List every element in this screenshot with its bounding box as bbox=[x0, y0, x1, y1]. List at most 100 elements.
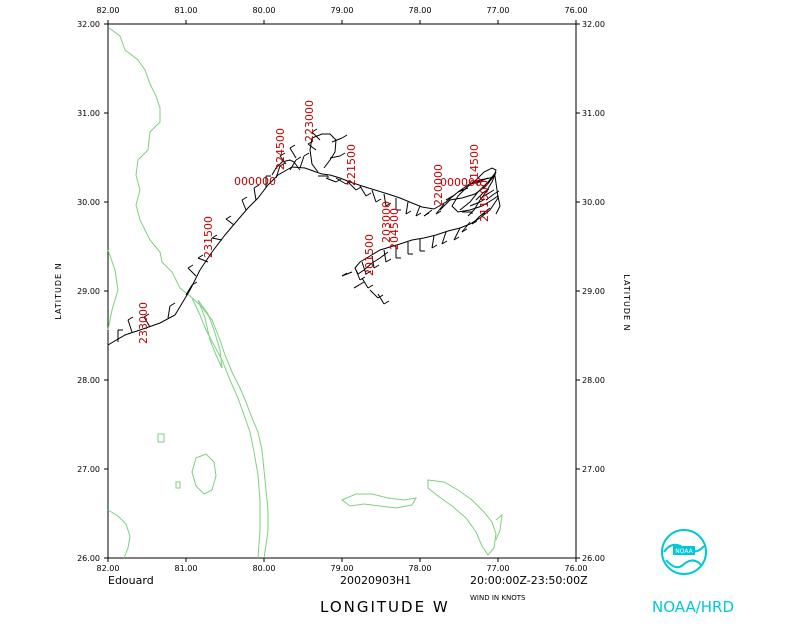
map-frame bbox=[107, 23, 577, 559]
wind-barb-flag bbox=[353, 284, 360, 289]
florida-coast bbox=[108, 27, 269, 559]
left-lat-label: 26.00 bbox=[77, 554, 100, 563]
top-lon-label: 79.00 bbox=[331, 6, 354, 15]
time-label: 203000 bbox=[380, 201, 393, 243]
wind-barb-staff bbox=[475, 191, 485, 201]
right-lat-label: 28.00 bbox=[582, 376, 605, 385]
wind-barb-staff bbox=[127, 319, 133, 333]
wind-barb-flag bbox=[365, 270, 372, 275]
bottom-lon-label: 76.00 bbox=[565, 564, 588, 573]
left-lat-label: 31.00 bbox=[77, 109, 100, 118]
wind-barb-flag bbox=[423, 212, 430, 217]
wind-barb-staff bbox=[361, 277, 369, 289]
wind-barb-staff bbox=[359, 185, 367, 197]
time-label: 211500 bbox=[478, 180, 491, 222]
wind-barb-flag bbox=[441, 240, 448, 245]
florida-inner-coast bbox=[191, 297, 261, 559]
storm-name: Edouard bbox=[108, 574, 154, 587]
right-lat-label: 26.00 bbox=[582, 554, 605, 563]
wind-barb-staff bbox=[485, 193, 495, 201]
wind-barb-staff bbox=[371, 189, 377, 203]
wind-barb-flag bbox=[335, 178, 342, 183]
southwest-coast bbox=[107, 509, 131, 559]
right-lat-label: 29.00 bbox=[582, 287, 605, 296]
wind-barb-flag bbox=[279, 162, 286, 167]
wind-barb-flag bbox=[295, 156, 302, 161]
left-lat-label: 27.00 bbox=[77, 465, 100, 474]
top-lon-label: 77.00 bbox=[487, 6, 510, 15]
wind-barb-staff bbox=[361, 261, 367, 275]
bottom-lon-label: 82.00 bbox=[97, 564, 120, 573]
top-lon-label: 76.00 bbox=[565, 6, 588, 15]
wind-barb-staff bbox=[299, 155, 305, 169]
wind-barb-staff bbox=[461, 221, 471, 233]
wind-barb-flag bbox=[385, 202, 392, 207]
top-lon-label: 82.00 bbox=[97, 6, 120, 15]
noaa-logo-ring bbox=[661, 529, 707, 575]
wind-barb-flag bbox=[339, 152, 346, 157]
noaa-logo-wave-2 bbox=[665, 559, 703, 569]
wind-barb-staff bbox=[307, 143, 317, 151]
top-lon-label: 81.00 bbox=[175, 6, 198, 15]
wind-barb-staff bbox=[405, 201, 409, 215]
wind-barb-flag bbox=[483, 192, 490, 197]
wind-barb-flag bbox=[311, 128, 318, 133]
wind-barb-flag bbox=[307, 140, 314, 145]
left-lat-label: 29.00 bbox=[77, 287, 100, 296]
wind-barb-flag bbox=[461, 228, 468, 233]
time-label: 223000 bbox=[303, 100, 316, 142]
wind-barb-staff bbox=[335, 177, 347, 185]
track-line bbox=[107, 166, 499, 376]
wind-barb-staff bbox=[369, 289, 379, 299]
time-label: 220000 bbox=[432, 164, 445, 206]
x-axis-title: LONGITUDE W bbox=[320, 598, 450, 616]
noaa-logo-badge-text: NOAA bbox=[675, 548, 693, 555]
left-lat-label: 32.00 bbox=[77, 20, 100, 29]
wind-barb-flag bbox=[169, 302, 176, 307]
time-labels: 233000 231500 000000 224500 223000 22150… bbox=[137, 100, 491, 344]
flight-track bbox=[107, 133, 501, 376]
wind-barb-flag bbox=[483, 188, 490, 193]
left-lat-label: 30.00 bbox=[77, 198, 100, 207]
wind-barb-flag bbox=[405, 210, 412, 215]
wind-barb-flag bbox=[383, 300, 390, 305]
bottom-lon-label: 81.00 bbox=[175, 564, 198, 573]
abaco-east bbox=[495, 513, 503, 541]
wind-barb-staff bbox=[197, 257, 209, 263]
wind-barb-flag bbox=[377, 294, 384, 299]
time-label: 000000 bbox=[440, 176, 482, 189]
wind-barb-staff bbox=[415, 205, 421, 217]
coastline bbox=[107, 27, 503, 559]
wind-barb-flag bbox=[191, 281, 198, 286]
time-label: 204500 bbox=[388, 208, 401, 250]
wind-barb-flag bbox=[365, 192, 372, 197]
time-label: 221500 bbox=[345, 144, 358, 186]
wind-barb-flag bbox=[373, 264, 380, 269]
wind-barb-flag bbox=[457, 188, 464, 193]
wind-barb-staff bbox=[383, 249, 387, 263]
wind-barb-staff bbox=[377, 293, 385, 305]
top-lon-label: 78.00 bbox=[409, 6, 432, 15]
wind-barb-staff bbox=[329, 155, 341, 159]
wind-barb-flag bbox=[479, 198, 486, 203]
wind-barb-staff bbox=[431, 235, 435, 249]
right-lat-label: 30.00 bbox=[582, 198, 605, 207]
wind-barb-flag bbox=[211, 234, 218, 239]
left-lat-labels: 32.00 31.00 30.00 29.00 28.00 27.00 26.0… bbox=[77, 20, 100, 563]
wind-barb-flag bbox=[477, 178, 484, 183]
noaa-logo-badge bbox=[673, 546, 695, 555]
wind-barb-flag bbox=[375, 198, 382, 203]
grand-bahama bbox=[341, 493, 417, 509]
right-lat-label: 31.00 bbox=[582, 109, 605, 118]
small-lake-2 bbox=[175, 481, 181, 489]
wind-barb-flag bbox=[341, 272, 348, 277]
west-coast-lakes bbox=[107, 249, 119, 331]
right-lat-labels: 32.00 31.00 30.00 29.00 28.00 27.00 26.0… bbox=[582, 20, 605, 563]
wind-barb-staff bbox=[187, 267, 197, 277]
wind-barb-staff bbox=[289, 147, 297, 159]
wind-barb-flag bbox=[431, 244, 438, 249]
bottom-lon-label: 79.00 bbox=[331, 564, 354, 573]
time-label: 233000 bbox=[137, 302, 150, 344]
track-upper-spur bbox=[309, 133, 337, 173]
